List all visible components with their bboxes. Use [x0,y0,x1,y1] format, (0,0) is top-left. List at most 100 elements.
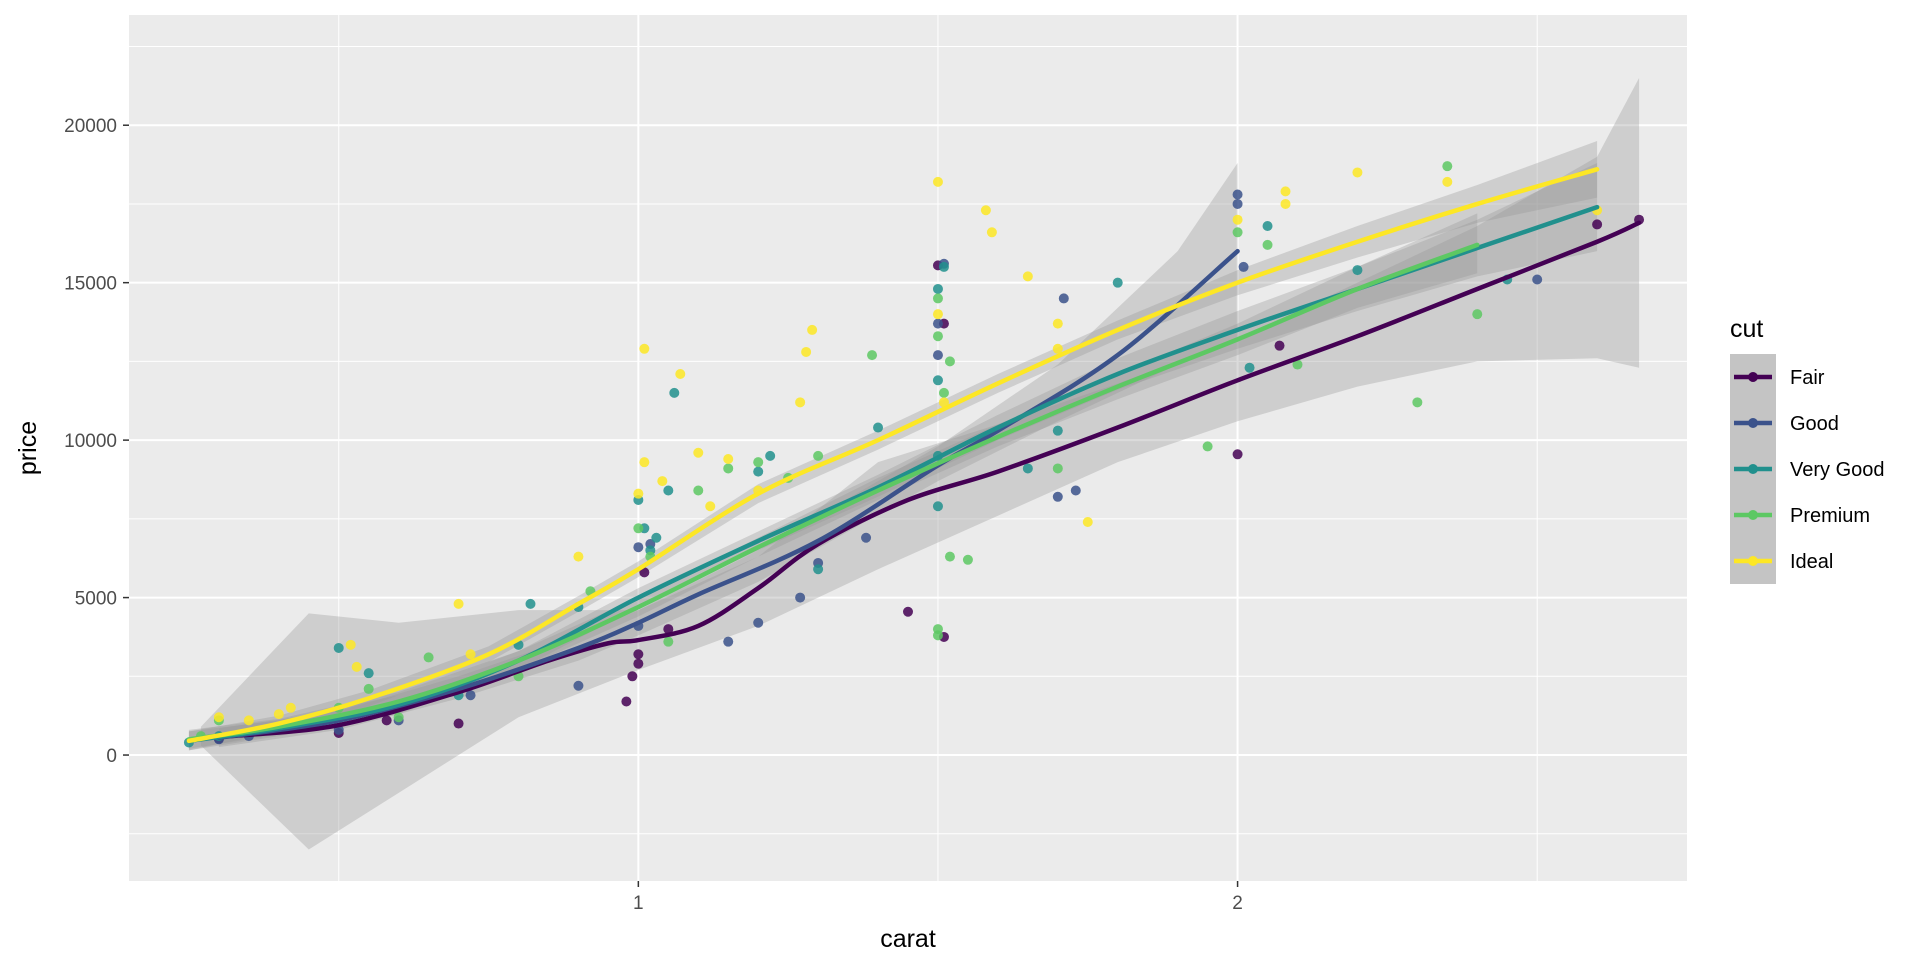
point-premium [1412,397,1423,408]
x-tick-label: 1 [633,893,644,914]
point-premium [393,712,404,723]
y-axis: 0 5000 10000 15000 20000 [64,116,129,767]
point-ideal [1280,198,1291,209]
point-ideal [639,343,650,354]
point-ideal [1052,343,1063,354]
point-premium [962,554,973,565]
point-ideal [351,661,362,672]
legend-label-very-good: Very Good [1790,459,1885,481]
point-very-good [1052,425,1063,436]
point-premium [1442,161,1453,172]
point-fair [627,671,638,682]
point-ideal [273,709,284,720]
point-premium [944,551,955,562]
point-very-good [1022,463,1033,474]
point-ideal [807,324,818,335]
point-good [861,532,872,543]
point-premium [932,630,943,641]
point-very-good [363,668,374,679]
point-ideal [980,205,991,216]
x-tick-label: 2 [1232,893,1243,914]
point-premium [1052,463,1063,474]
point-fair [633,658,644,669]
legend-label-premium: Premium [1790,505,1870,527]
minor-gridlines [129,15,1687,881]
point-fair [621,696,632,707]
legend: cut Fair Good Very Good Premium Ideal [1730,315,1885,584]
point-premium [938,387,949,398]
legend-label-good: Good [1790,413,1839,435]
point-premium [1232,227,1243,238]
point-ideal [705,501,716,512]
legend-marker-ideal [1748,556,1758,566]
y-tick-label: 15000 [64,274,117,295]
point-good [1232,189,1243,200]
point-very-good [525,598,536,609]
point-ideal [465,649,476,660]
y-tick-label: 10000 [64,431,117,452]
point-good [1070,485,1081,496]
point-very-good [932,375,943,386]
legend-marker-good [1748,418,1758,428]
point-premium [932,293,943,304]
confidence-band-ideal [188,140,1598,751]
point-premium [663,636,674,647]
point-premium [1472,309,1483,320]
point-very-good [663,485,674,496]
point-good [465,690,476,701]
point-ideal [657,476,668,487]
point-good [633,542,644,553]
point-ideal [243,715,254,726]
smooth-line-premium [186,242,1480,742]
point-ideal [986,227,997,238]
point-ideal [345,639,356,650]
point-premium [1292,359,1303,370]
point-ideal [453,598,464,609]
smooth-line-ideal [186,167,1600,744]
point-ideal [938,397,949,408]
point-good [1238,261,1249,272]
point-good [1532,274,1543,285]
point-ideal [639,457,650,468]
legend-label-ideal: Ideal [1790,551,1833,573]
point-very-good [932,283,943,294]
point-ideal [285,702,296,713]
confidence-band-very-good [188,163,1598,751]
point-premium [423,652,434,663]
point-good [1058,293,1069,304]
point-ideal [1232,214,1243,225]
legend-marker-fair [1748,372,1758,382]
y-tick-label: 0 [106,746,117,767]
point-good [795,592,806,603]
point-very-good [651,532,662,543]
point-fair [633,649,644,660]
point-very-good [1112,277,1123,288]
point-very-good [669,387,680,398]
x-axis-title: carat [880,925,936,953]
point-ideal [693,447,704,458]
point-ideal [633,488,644,499]
point-premium [753,457,764,468]
point-ideal [723,454,734,465]
point-fair [1232,449,1243,460]
point-very-good [1244,362,1255,373]
point-good [932,350,943,361]
point-very-good [333,642,344,653]
point-good [723,636,734,647]
point-ideal [573,551,584,562]
point-premium [1202,441,1213,452]
point-good [932,318,943,329]
point-very-good [1262,220,1273,231]
point-ideal [1352,167,1363,178]
point-ideal [1442,176,1453,187]
point-very-good [932,501,943,512]
smooth-curves [186,167,1642,744]
point-good [573,680,584,691]
point-ideal [1082,517,1093,528]
point-fair [381,715,392,726]
point-premium [944,356,955,367]
y-axis-title: price [14,421,42,475]
point-premium [813,450,824,461]
legend-label-fair: Fair [1790,367,1825,389]
